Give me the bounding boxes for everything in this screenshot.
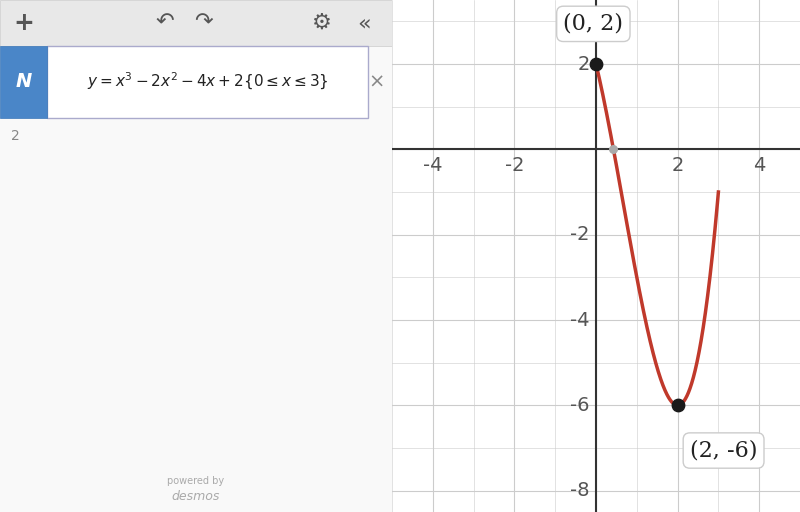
Text: «: « [358, 13, 371, 33]
Text: desmos: desmos [172, 490, 220, 503]
Text: (2, -6): (2, -6) [690, 439, 758, 461]
Text: +: + [13, 11, 34, 35]
Text: N: N [15, 72, 32, 92]
Text: (0, 2): (0, 2) [563, 13, 623, 35]
Text: ⚙: ⚙ [311, 13, 331, 33]
Text: ×: × [368, 72, 385, 92]
Text: -4: -4 [570, 310, 590, 330]
Text: -6: -6 [570, 396, 590, 415]
Text: ↷: ↷ [194, 13, 213, 33]
Point [607, 145, 620, 154]
Text: 2: 2 [11, 129, 20, 143]
FancyBboxPatch shape [0, 0, 392, 46]
Text: $y = x^3 - 2x^2 - 4x + 2\{0 \leq x \leq 3\}$: $y = x^3 - 2x^2 - 4x + 2\{0 \leq x \leq … [87, 71, 329, 93]
Point [590, 60, 602, 68]
Text: -4: -4 [423, 156, 442, 175]
Text: 2: 2 [578, 54, 590, 74]
FancyBboxPatch shape [47, 46, 369, 118]
Text: 2: 2 [671, 156, 684, 175]
Text: powered by: powered by [167, 476, 225, 486]
Text: ↶: ↶ [155, 13, 174, 33]
Text: -2: -2 [505, 156, 524, 175]
Text: -8: -8 [570, 481, 590, 500]
Point [671, 401, 684, 410]
Text: 4: 4 [753, 156, 766, 175]
FancyBboxPatch shape [0, 46, 47, 118]
Text: -2: -2 [570, 225, 590, 244]
